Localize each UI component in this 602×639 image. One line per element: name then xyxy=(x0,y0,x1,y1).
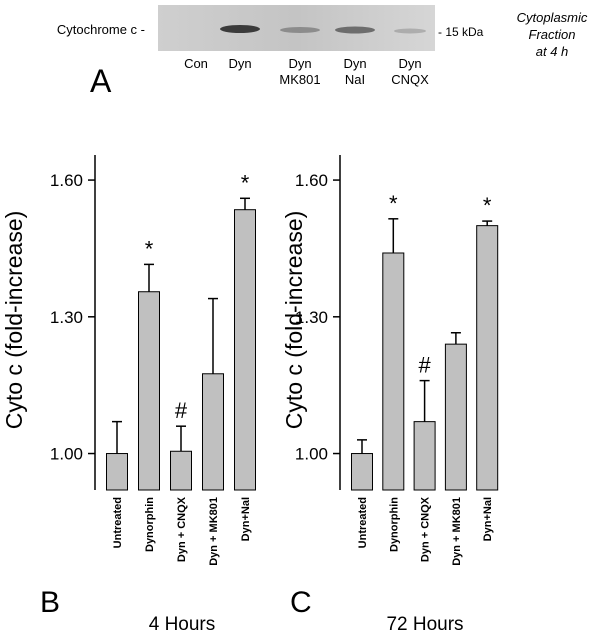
x-tick-label: Dyn + CNQX xyxy=(420,496,432,562)
blot-band xyxy=(394,28,426,34)
x-tick-label: Dyn + MK801 xyxy=(451,497,463,566)
x-tick-label: Dyn+NaI xyxy=(482,497,494,541)
error-bar xyxy=(482,220,493,226)
lane-label: MK801 xyxy=(279,72,320,87)
y-tick-label: 1.60 xyxy=(50,171,83,190)
y-tick-label: 1.60 xyxy=(295,171,328,190)
caption: 72 Hours xyxy=(386,614,463,635)
lane-label: Dyn xyxy=(288,56,311,71)
x-tick-label: Dyn + CNQX xyxy=(176,496,188,562)
error-bar xyxy=(208,297,218,374)
lane-label: Dyn xyxy=(398,56,421,71)
lane-label: CNQX xyxy=(391,72,429,87)
bar xyxy=(413,421,436,491)
significance-marker: * xyxy=(145,236,154,261)
error-bar xyxy=(388,218,399,253)
bar xyxy=(170,450,192,491)
panel-letter: C xyxy=(290,586,312,619)
x-tick-label: Untreated xyxy=(112,497,124,548)
panel-letter: A xyxy=(90,63,112,99)
marker-label: - 15 kDa xyxy=(438,25,484,39)
error-bar xyxy=(357,439,367,454)
error-bar xyxy=(176,425,186,452)
note-line: at 4 h xyxy=(536,44,569,59)
bar xyxy=(476,225,499,491)
y-tick-label: 1.30 xyxy=(295,308,328,327)
error-bar xyxy=(450,332,461,345)
error-bar xyxy=(240,197,250,210)
y-axis-label: Cyto c (fold-increase) xyxy=(281,211,307,430)
x-tick-label: Dynorphin xyxy=(388,497,400,552)
blot-band xyxy=(280,27,320,33)
fraction-note: Cytoplasmic Fraction at 4 h xyxy=(517,10,588,59)
bar xyxy=(106,453,128,491)
bar xyxy=(382,252,405,491)
blot-band xyxy=(220,25,260,33)
lane-label: Con xyxy=(184,56,208,71)
lane-label: NaI xyxy=(345,72,365,87)
band-label: Cytochrome c - xyxy=(57,22,145,37)
significance-marker: # xyxy=(175,398,188,423)
bar xyxy=(234,209,256,491)
bar xyxy=(202,373,224,491)
significance-marker: * xyxy=(483,193,492,218)
note-line: Cytoplasmic xyxy=(517,10,588,25)
blot-band xyxy=(335,26,375,34)
y-tick-label: 1.00 xyxy=(295,445,328,464)
x-tick-label: Dynorphin xyxy=(144,497,156,552)
bar xyxy=(138,291,160,491)
significance-marker: * xyxy=(241,170,250,195)
significance-marker: * xyxy=(389,191,398,216)
x-tick-label: Dyn + MK801 xyxy=(208,497,220,566)
bar xyxy=(444,343,467,491)
panel-letter: B xyxy=(40,586,60,619)
y-tick-label: 1.30 xyxy=(50,308,83,327)
significance-marker: # xyxy=(418,353,431,378)
note-line: Fraction xyxy=(529,27,576,42)
caption: 4 Hours xyxy=(149,614,216,635)
x-tick-label: Dyn+NaI xyxy=(240,497,252,541)
x-tick-label: Untreated xyxy=(357,497,369,548)
error-bar xyxy=(112,420,122,454)
error-bar xyxy=(419,379,430,422)
error-bar xyxy=(144,263,154,292)
lane-label: Dyn xyxy=(228,56,251,71)
bar xyxy=(351,453,373,491)
y-tick-label: 1.00 xyxy=(50,445,83,464)
lane-label: Dyn xyxy=(343,56,366,71)
y-axis-label: Cyto c (fold-increase) xyxy=(1,211,27,430)
